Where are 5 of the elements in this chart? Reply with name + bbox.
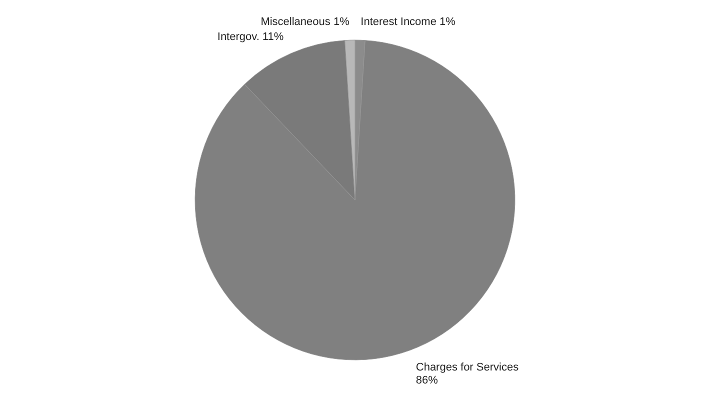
slice-label: Miscellaneous 1%: [260, 16, 350, 28]
data-label: 86%: [416, 374, 438, 386]
slice-label: Intergov. 11%: [217, 30, 284, 43]
slice-label: Charges for Services: [416, 361, 520, 374]
slice-label: Interest Income 1%: [360, 16, 456, 28]
